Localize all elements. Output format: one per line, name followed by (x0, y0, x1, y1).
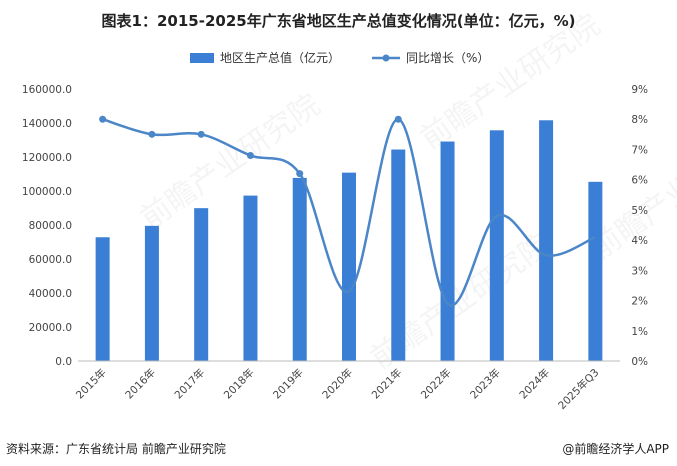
chart-legend: 地区生产总值（亿元） 同比增长（%） (190, 50, 489, 65)
legend-swatch-marker (382, 54, 390, 62)
left-tick-label: 120000.0 (22, 152, 72, 164)
right-tick-label: 2% (631, 296, 648, 308)
gdp-bar (292, 177, 307, 361)
x-tick-label: 2023年 (467, 366, 503, 402)
right-tick-label: 9% (631, 84, 648, 96)
right-tick-label: 5% (631, 205, 648, 217)
left-tick-label: 140000.0 (22, 118, 72, 130)
right-tick-label: 7% (631, 144, 648, 156)
x-tick-label: 2020年 (320, 366, 356, 402)
legend-label-growth: 同比增长（%） (406, 51, 489, 65)
right-tick-label: 8% (631, 114, 648, 126)
gdp-bar (539, 120, 554, 361)
gdp-bar (588, 181, 603, 361)
source-note: 资料来源：广东省统计局 前瞻产业研究院 (6, 442, 226, 456)
growth-point (99, 115, 107, 123)
right-tick-label: 0% (631, 356, 648, 368)
legend-label-gdp: 地区生产总值（亿元） (220, 50, 340, 65)
gdp-bar (194, 208, 209, 361)
gdp-bar (391, 149, 406, 361)
left-tick-label: 40000.0 (29, 288, 72, 300)
x-tick-label: 2017年 (172, 366, 208, 402)
left-axis: 0.0 20000.0 40000.0 60000.0 80000.0 100000.0 1… (22, 84, 72, 368)
x-tick-label: 2016年 (123, 366, 159, 402)
right-tick-label: 1% (631, 326, 648, 338)
left-tick-label: 160000.0 (22, 84, 72, 96)
growth-point (197, 130, 205, 138)
brand-credit: @前瞻经济学人APP (562, 442, 669, 456)
right-tick-label: 4% (631, 235, 648, 247)
gdp-bar (489, 130, 504, 361)
gdp-bar (144, 225, 159, 361)
legend-swatch-bar (190, 53, 214, 63)
left-tick-label: 100000.0 (22, 186, 72, 198)
left-tick-label: 60000.0 (29, 254, 72, 266)
line-series (99, 115, 596, 307)
left-tick-label: 80000.0 (29, 220, 72, 232)
x-tick-label: 2022年 (418, 366, 454, 402)
gdp-bar (440, 141, 455, 361)
watermark-text: 前瞻产业研究院 (415, 7, 607, 156)
x-tick-label: 2019年 (270, 366, 306, 402)
x-tick-label: 2018年 (221, 366, 257, 402)
x-tick-label: 2024年 (517, 366, 553, 402)
x-tick-label: 2025年Q3 (555, 366, 601, 412)
gdp-bar (243, 195, 258, 361)
right-axis: 0% 1% 2% 3% 4% 5% 6% 7% 8% 9% (631, 84, 648, 368)
growth-point (148, 130, 156, 138)
gdp-bar (342, 172, 356, 361)
left-tick-label: 20000.0 (29, 322, 72, 334)
right-tick-label: 6% (631, 175, 648, 187)
right-tick-label: 3% (631, 265, 648, 277)
bar-series (95, 120, 603, 361)
growth-point (296, 170, 304, 178)
x-tick-label: 2015年 (73, 366, 109, 402)
chart-title: 图表1：2015-2025年广东省地区生产总值变化情况(单位：亿元，%) (101, 12, 576, 30)
x-axis: 2015年 2016年 2017年 2018年 2019年 2020年 2021年 2022年… (73, 360, 620, 412)
gdp-bar (95, 237, 110, 361)
left-tick-label: 0.0 (55, 356, 72, 368)
growth-point (246, 151, 254, 159)
growth-point (394, 115, 402, 123)
